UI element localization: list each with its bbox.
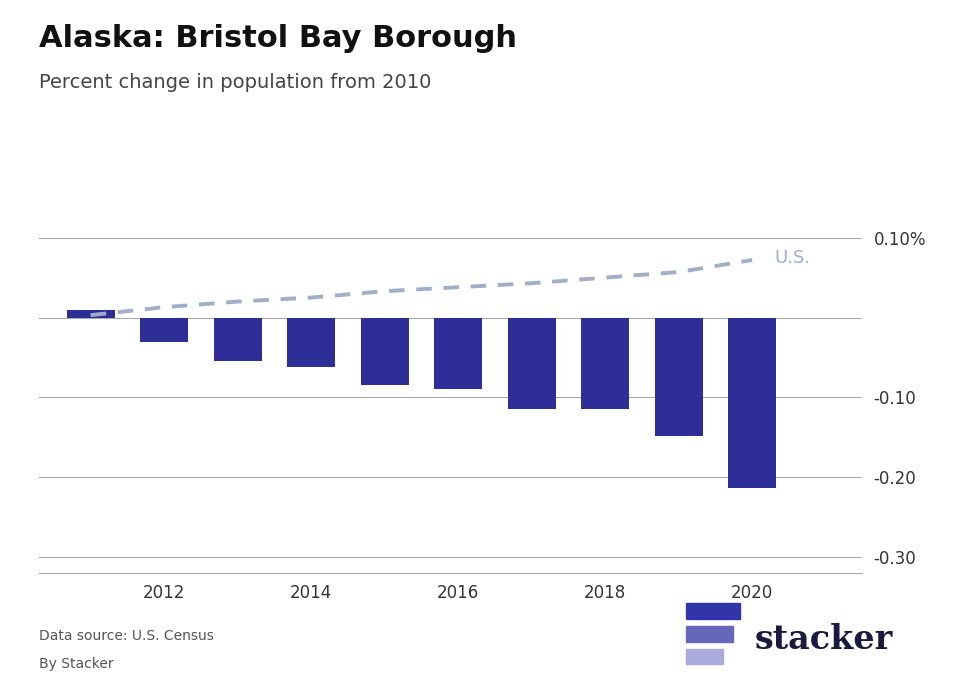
- Text: By Stacker: By Stacker: [39, 657, 114, 671]
- Bar: [434, 317, 482, 389]
- Bar: [67, 310, 115, 317]
- Text: U.S.: U.S.: [774, 250, 810, 268]
- Text: Data source: U.S. Census: Data source: U.S. Census: [39, 629, 214, 643]
- Bar: [361, 317, 409, 385]
- Text: Alaska: Bristol Bay Borough: Alaska: Bristol Bay Borough: [39, 24, 517, 53]
- Text: stacker: stacker: [755, 623, 893, 656]
- Bar: [287, 317, 335, 367]
- Bar: [655, 317, 703, 435]
- Bar: [214, 317, 262, 361]
- Bar: [581, 317, 629, 410]
- Bar: [508, 317, 556, 410]
- Bar: [728, 317, 776, 488]
- Text: Percent change in population from 2010: Percent change in population from 2010: [39, 73, 431, 92]
- Bar: [140, 317, 188, 342]
